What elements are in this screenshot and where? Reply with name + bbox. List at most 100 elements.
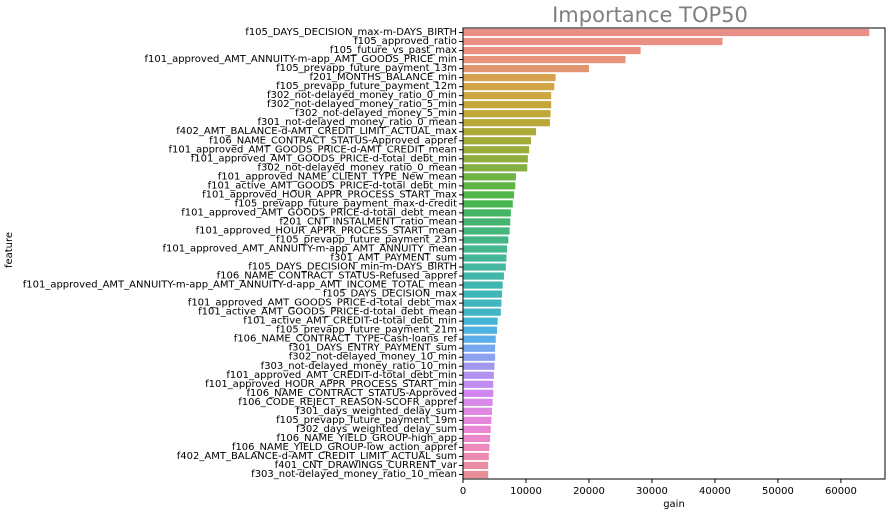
bar [463, 173, 516, 181]
category-label: f101_approved_AMT_GOODS_PRICE-d-total_de… [191, 153, 457, 164]
x-tick-label: 40000 [699, 486, 731, 497]
x-tick-label: 0 [460, 486, 466, 497]
bar [463, 470, 489, 479]
category-label: f302_not-delayed_money_ratio_0_min [267, 90, 457, 101]
category-label: f101_approved_HOUR_APPR_PROCESS_START_mi… [205, 379, 457, 390]
chart-title: Importance TOP50 [552, 3, 748, 27]
bar [463, 452, 489, 461]
bar [463, 110, 551, 118]
bar [463, 263, 506, 271]
bar [463, 443, 490, 452]
category-label: f101_active_AMT_CREDIT-d-total_debt_min [243, 316, 457, 327]
bar [463, 64, 589, 73]
category-label: f302_not-delayed_money_ratio_0_mean [258, 162, 457, 173]
category-label: f401_CNT_DRAWINGS_CURRENT_var [275, 460, 458, 471]
bar [463, 209, 511, 217]
category-label: f201_MONTHS_BALANCE_min [309, 72, 457, 83]
category-label: f105_prevapp_future_payment_12m [276, 81, 457, 92]
category-label: f105_prevapp_future_payment_13m [276, 63, 457, 74]
category-label: f402_AMT_BALANCE-d-AMT_CREDIT_LIMIT_ACTU… [177, 451, 457, 462]
category-label: f301_AMT_PAYMENT_sum [330, 253, 457, 264]
bar [463, 137, 532, 145]
category-label: f105_prevapp_future_payment_19m [276, 415, 457, 426]
bar [463, 290, 503, 298]
bar [463, 362, 495, 370]
category-label: f101_active_AMT_GOODS_PRICE-d-total_debt… [198, 307, 457, 318]
bar [463, 398, 493, 406]
bar [463, 37, 723, 46]
bar [463, 128, 537, 136]
category-label: f301_not-delayed_money_ratio_0_mean [258, 117, 457, 128]
x-tick-label: 60000 [825, 486, 857, 497]
bar [463, 146, 530, 154]
category-label: f101_approved_AMT_GOODS_PRICE-d-AMT_CRED… [169, 144, 458, 155]
bar [463, 28, 870, 37]
bar [463, 416, 492, 424]
category-label: f105_prevapp_future_payment_21m [276, 325, 457, 336]
category-label: f105_DAYS_DECISION_max-m-DAYS_BIRTH [245, 27, 457, 38]
category-label: f101_approved_AMT_CREDIT-d-total_debt_mi… [226, 370, 457, 381]
category-label: f105_prevapp_future_payment_max-d-credit [235, 198, 457, 209]
category-label: f106_NAME_CONTRACT_TYPE-Cash-loans_ref [234, 334, 458, 345]
category-label: f101_approved_HOUR_APPR_PROCESS_START_me… [196, 225, 457, 236]
bar [463, 434, 491, 443]
bar [463, 425, 491, 433]
bar [463, 245, 508, 253]
category-label: f201_CNT_INSTALMENT_ratio_mean [279, 216, 457, 227]
category-label: f302_not-delayed_money_10_min [289, 352, 457, 363]
bar [463, 46, 641, 55]
category-label: f106_NAME_YIELD_GROUP-low_action_appref [232, 442, 458, 453]
category-label: f302_not-delayed_money_5_min [295, 108, 457, 119]
bar [463, 218, 511, 226]
category-label: f106_NAME_CONTRACT_STATUS-Approved [247, 388, 458, 399]
bar [463, 155, 528, 163]
bar [463, 55, 626, 64]
bar [463, 92, 552, 100]
category-label: f101_approved_AMT_ANNUITY-m-app_AMT_ANNU… [23, 280, 457, 291]
category-label: f101_active_AMT_GOODS_PRICE-d-total_debt… [208, 180, 457, 191]
category-label: f101_approved_AMT_ANNUITY-m-app_AMT_GOOD… [144, 54, 457, 65]
x-tick-label: 50000 [762, 486, 794, 497]
category-label: f301_days_weighted_delay_sum [296, 406, 457, 417]
x-axis-label: gain [663, 499, 685, 510]
category-labels: f105_DAYS_DECISION_max-m-DAYS_BIRTHf105_… [23, 27, 463, 480]
bar [463, 119, 550, 127]
bar [463, 344, 496, 352]
category-label: f402_AMT_BALANCE-d-AMT_CREDIT_LIMIT_ACTU… [176, 126, 457, 137]
y-axis-label: feature [4, 232, 15, 268]
bar [463, 353, 496, 361]
category-label: f101_approved_AMT_ANNUITY-m-app_AMT_ANNU… [162, 243, 457, 254]
category-label: f105_DAYS_DECISION_min-m-DAYS_BIRTH [248, 262, 457, 273]
bar [463, 308, 501, 316]
category-label: f303_not-delayed_money_ratio_10_min [261, 361, 457, 372]
category-label: f105_DAYS_DECISION_max [323, 289, 457, 300]
bar-group [463, 28, 870, 479]
bar [463, 326, 498, 334]
category-label: f101_approved_AMT_GOODS_PRICE-d-total_de… [188, 298, 457, 309]
bar [463, 461, 489, 470]
x-axis-ticks: 0 10000 20000 30000 40000 50000 60000 [460, 479, 857, 497]
bar [463, 281, 503, 289]
bar [463, 335, 496, 343]
category-label: f106_NAME_CONTRACT_STATUS-Refused_appref [217, 271, 458, 282]
bar [463, 389, 494, 397]
bar [463, 272, 504, 280]
bar [463, 407, 492, 415]
bar [463, 380, 494, 388]
bar [463, 191, 515, 199]
bar [463, 227, 510, 235]
category-label: f101_approved_AMT_GOODS_PRICE-d-total_de… [181, 207, 457, 218]
bar [463, 371, 494, 379]
category-label: f301_DAYS_ENTRY_PAYMENT_sum [289, 343, 457, 354]
category-label: f105_approved_ratio [354, 36, 457, 47]
x-tick-label: 20000 [573, 486, 605, 497]
bar [463, 101, 552, 109]
bar [463, 236, 509, 244]
category-label: f302_days_weighted_delay_sum [296, 424, 457, 435]
plot-area-frame [462, 27, 886, 480]
bar [463, 164, 528, 172]
category-label: f101_approved_NAME_CLIENT_TYPE_New_mean [218, 171, 457, 182]
bar [463, 74, 556, 82]
bar [463, 83, 555, 91]
